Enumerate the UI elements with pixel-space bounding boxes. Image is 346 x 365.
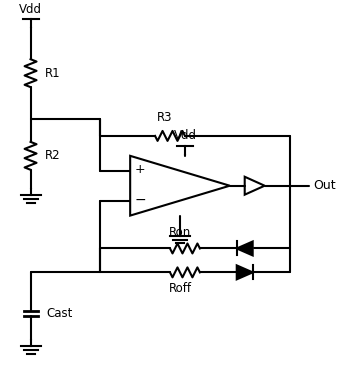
Text: +: + xyxy=(135,163,145,176)
Text: Ron: Ron xyxy=(169,226,191,238)
Text: Vdd: Vdd xyxy=(173,129,197,142)
Text: Roff: Roff xyxy=(169,283,191,295)
Polygon shape xyxy=(237,242,253,256)
Text: R1: R1 xyxy=(45,67,60,80)
Text: Vdd: Vdd xyxy=(19,3,42,16)
Text: Cast: Cast xyxy=(46,307,73,320)
Text: Out: Out xyxy=(313,179,336,192)
Text: R3: R3 xyxy=(157,111,173,124)
Polygon shape xyxy=(237,265,253,279)
Text: R2: R2 xyxy=(45,149,60,162)
Text: −: − xyxy=(134,193,146,207)
